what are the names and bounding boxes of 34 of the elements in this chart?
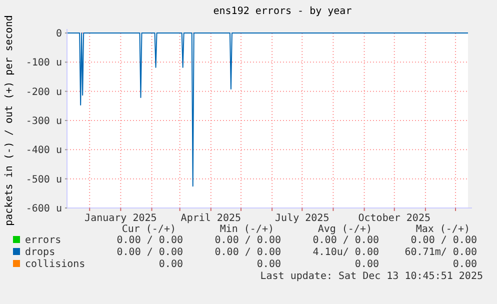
x-tick-label: January 2025 xyxy=(84,213,157,224)
text: Last update: Sat Dec 13 10:45:51 2025 xyxy=(260,271,483,282)
y-axis-title: packets in (-) / out (+) per second xyxy=(4,15,15,226)
text: Avg (-/+) xyxy=(318,224,372,235)
text: 0.00 xyxy=(256,259,281,270)
legend-label: drops xyxy=(25,247,56,258)
text: 0.00 / 0.00 xyxy=(214,247,281,258)
text: 0.00 / 0.00 xyxy=(312,235,379,246)
text: 0.00 / 0.00 xyxy=(410,235,477,246)
text: 60.71m/ 0.00 xyxy=(404,247,477,258)
text: 0.00 xyxy=(354,259,379,270)
y-tick-label: -400 u xyxy=(26,145,62,156)
text: 0.00 / 0.00 xyxy=(214,235,281,246)
text: 0.00 / 0.00 xyxy=(116,235,183,246)
chart-title: ens192 errors - by year xyxy=(213,6,352,17)
text: 0.00 / 0.00 xyxy=(116,247,183,258)
y-tick-label: -100 u xyxy=(26,58,62,69)
text: 4.10u/ 0.00 xyxy=(312,247,379,258)
text: Min (-/+) xyxy=(220,224,274,235)
legend-label: collisions xyxy=(25,259,86,270)
x-tick-label: October 2025 xyxy=(358,213,430,224)
y-tick-label: -500 u xyxy=(26,174,62,186)
text: Cur (-/+) xyxy=(122,224,176,235)
y-tick-label: -600 u xyxy=(26,204,62,214)
line-series xyxy=(66,32,468,187)
text: 0.00 xyxy=(452,259,477,270)
x-tick-label: July 2025 xyxy=(275,213,330,224)
x-tick-label: April 2025 xyxy=(180,213,242,224)
y-tick-label: -300 u xyxy=(26,116,62,127)
legend-label: errors xyxy=(25,235,62,246)
text: Max (-/+) xyxy=(416,224,470,235)
y-tick-label: 0 xyxy=(56,28,62,40)
y-tick-label: -200 u xyxy=(26,86,62,98)
text: 0.00 xyxy=(158,259,183,270)
